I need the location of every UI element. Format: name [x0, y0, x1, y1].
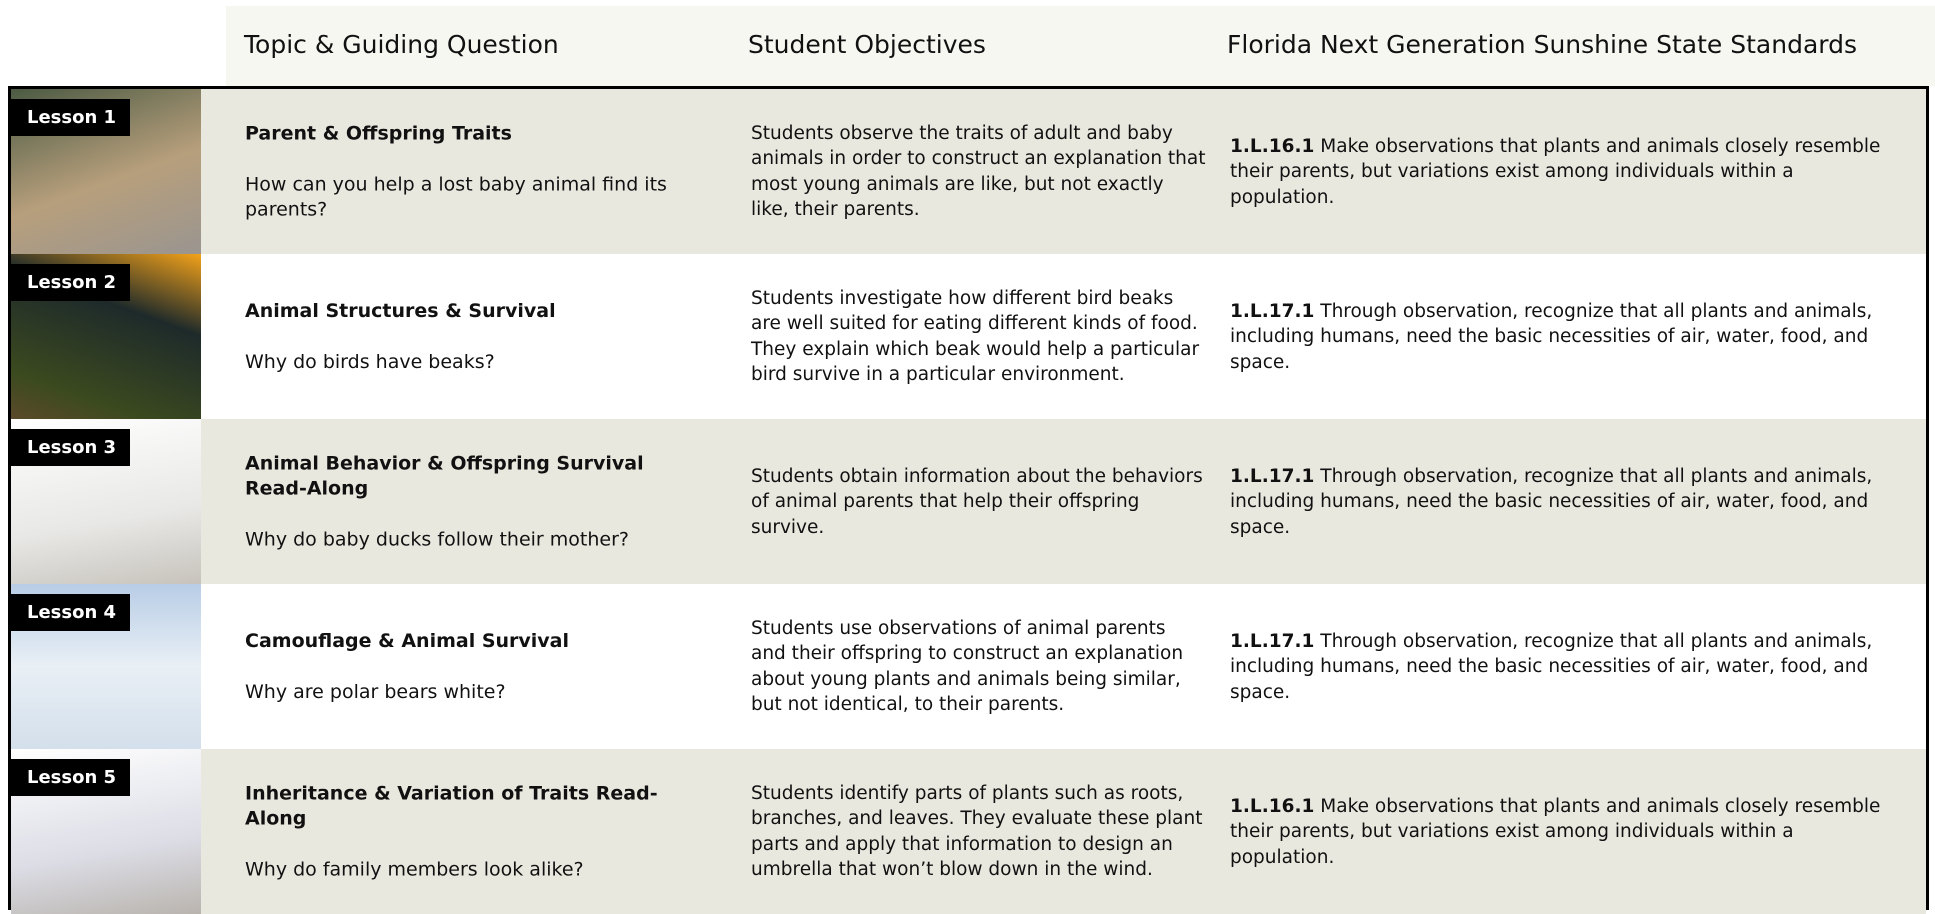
lesson-label: Lesson 2	[11, 264, 131, 301]
topic-cell: Animal Structures & Survival Why do birds…	[245, 299, 695, 375]
standard-cell: 1.L.17.1 Through observation, recognize …	[1230, 628, 1900, 705]
guiding-question: Why are polar bears white?	[245, 680, 506, 703]
objectives-cell: Students investigate how different bird …	[751, 287, 1200, 386]
lesson-image: Lesson 3	[11, 419, 201, 584]
guiding-question: Why do baby ducks follow their mother?	[245, 528, 629, 550]
standard-text: Through observation, recognize that all …	[1230, 300, 1873, 373]
lesson-row: Lesson 4 Camouflage & Animal Survival Why …	[11, 584, 1926, 749]
standard-text: Through observation, recognize that all …	[1230, 630, 1873, 703]
topic-cell: Inheritance & Variation of Traits Read-A…	[245, 781, 695, 882]
standard-text: Make observations that plants and animal…	[1230, 135, 1881, 208]
topic-cell: Parent & Offspring Traits How can you hel…	[245, 121, 695, 222]
standard-cell: 1.L.17.1 Through observation, recognize …	[1230, 298, 1900, 375]
lesson-image: Lesson 4	[11, 584, 201, 749]
lesson-label: Lesson 4	[11, 594, 131, 631]
column-header: Topic & Guiding Question	[244, 30, 559, 59]
lesson-table: Lesson 1 Parent & Offspring Traits How can…	[8, 86, 1929, 914]
standard-code: 1.L.17.1	[1230, 465, 1315, 487]
standard-cell: 1.L.17.1 Through observation, recognize …	[1230, 463, 1900, 540]
lesson-row: Lesson 2 Animal Structures & Survival Why …	[11, 254, 1926, 419]
guiding-question: Why do birds have beaks?	[245, 350, 495, 373]
topic-title: Inheritance & Variation of Traits Read-A…	[245, 782, 658, 829]
standard-code: 1.L.17.1	[1230, 300, 1315, 322]
topic-title: Parent & Offspring Traits	[245, 122, 512, 144]
topic-cell: Animal Behavior & Offspring Survival Rea…	[245, 451, 695, 552]
standard-cell: 1.L.16.1 Make observations that plants a…	[1230, 793, 1900, 870]
lesson-image: Lesson 2	[11, 254, 201, 419]
objectives-cell: Students identify parts of plants such a…	[751, 782, 1203, 881]
lesson-label: Lesson 1	[11, 99, 131, 136]
guiding-question: Why do family members look alike?	[245, 858, 584, 880]
standard-code: 1.L.17.1	[1230, 630, 1315, 652]
column-header: Florida Next Generation Sunshine State S…	[1227, 30, 1858, 59]
lesson-label: Lesson 3	[11, 429, 131, 466]
topic-title: Animal Behavior & Offspring Survival Rea…	[245, 452, 644, 499]
standard-text: Make observations that plants and animal…	[1230, 795, 1881, 868]
lesson-row: Lesson 1 Parent & Offspring Traits How can…	[11, 89, 1926, 254]
topic-title: Camouflage & Animal Survival	[245, 629, 570, 652]
standard-cell: 1.L.16.1 Make observations that plants a…	[1230, 133, 1900, 210]
lesson-row: Lesson 5 Inheritance & Variation of Trait…	[11, 749, 1926, 914]
objectives-cell: Students obtain information about the be…	[751, 465, 1203, 538]
topic-cell: Camouflage & Animal Survival Why are pola…	[245, 629, 695, 705]
lesson-row: Lesson 3 Animal Behavior & Offspring Surv…	[11, 419, 1926, 584]
table-header: Topic & Guiding Question Student Objecti…	[226, 6, 1935, 86]
topic-title: Animal Structures & Survival	[245, 299, 556, 322]
objectives-cell: Students observe the traits of adult and…	[751, 122, 1206, 221]
lesson-image: Lesson 5	[11, 749, 201, 914]
objectives-cell: Students use observations of animal pare…	[751, 617, 1184, 716]
standard-text: Through observation, recognize that all …	[1230, 465, 1873, 538]
lesson-image: Lesson 1	[11, 89, 201, 254]
guiding-question: How can you help a lost baby animal find…	[245, 173, 667, 220]
standard-code: 1.L.16.1	[1230, 795, 1315, 817]
lesson-label: Lesson 5	[11, 759, 131, 796]
column-header: Student Objectives	[748, 30, 986, 59]
standard-code: 1.L.16.1	[1230, 135, 1315, 157]
